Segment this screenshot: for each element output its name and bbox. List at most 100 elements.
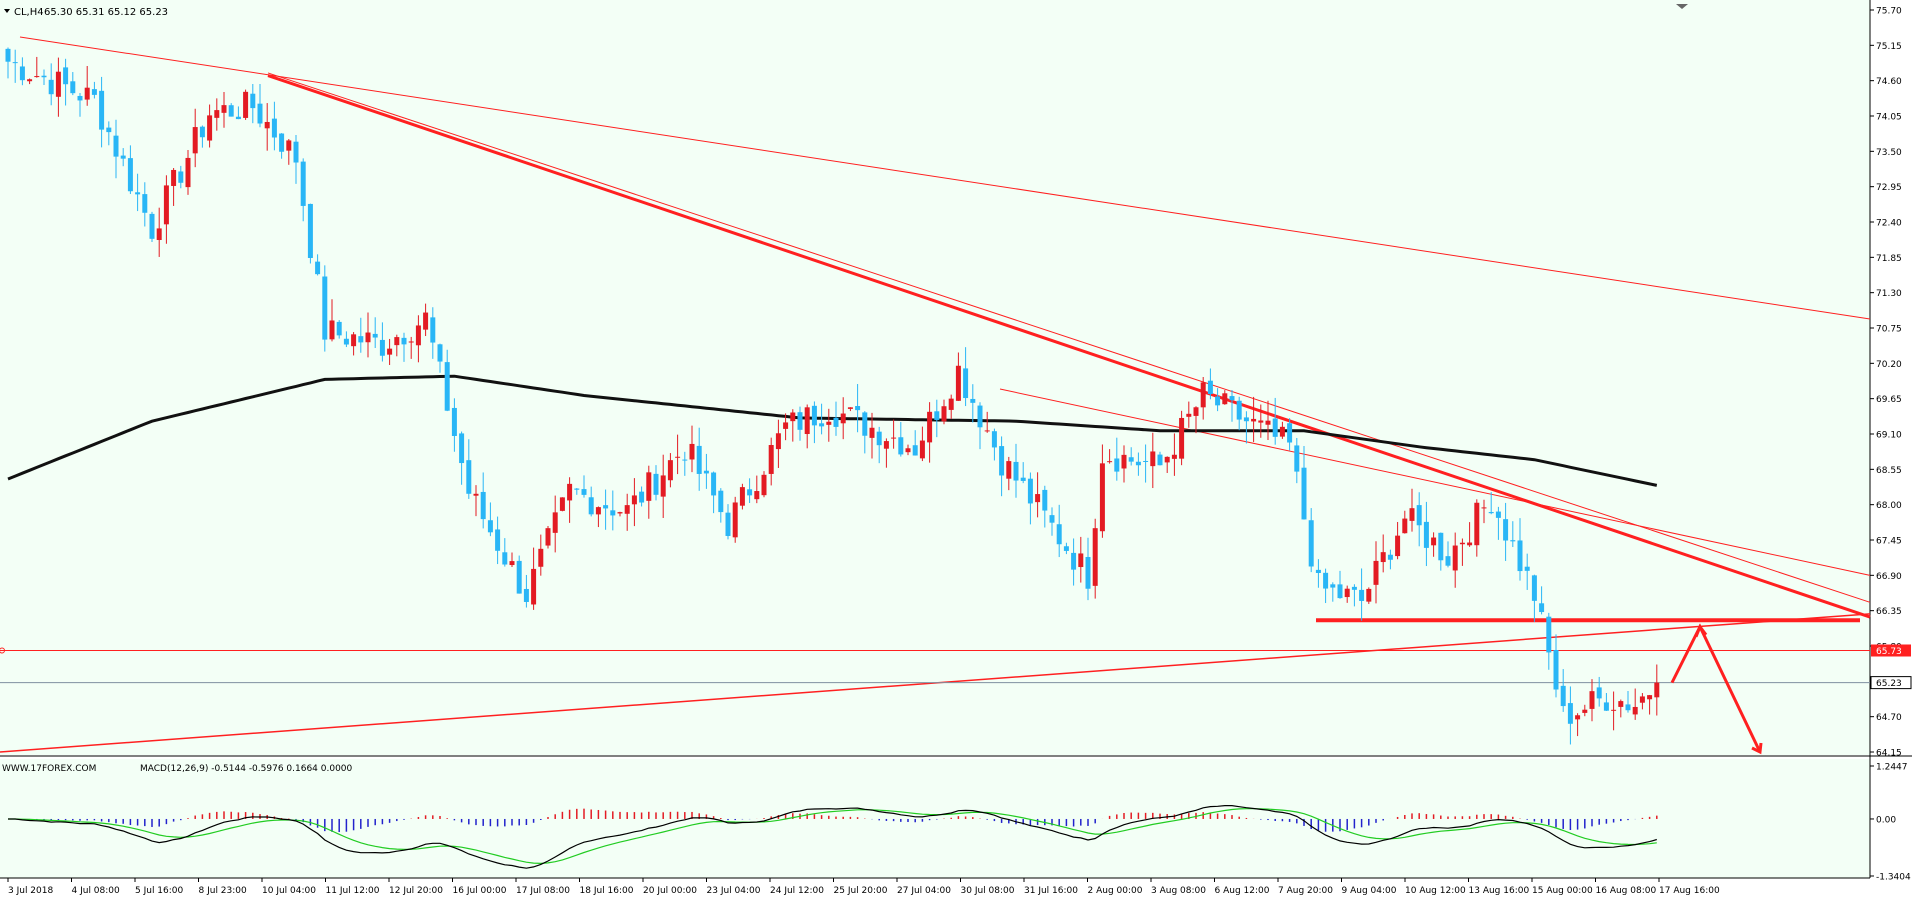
candle-body xyxy=(34,76,40,78)
candle-body xyxy=(1503,519,1509,541)
candle-body xyxy=(1517,540,1523,572)
candle-body xyxy=(70,81,76,94)
candle-body xyxy=(502,552,508,565)
candle-body xyxy=(401,337,407,345)
macd-signal-line xyxy=(8,808,1657,865)
candle-body xyxy=(1164,456,1170,463)
current-price-badge xyxy=(1870,676,1912,690)
price-panel xyxy=(0,0,1870,755)
candle-body xyxy=(509,561,515,566)
candle-body xyxy=(293,141,299,163)
candle-body xyxy=(855,405,861,411)
macd-header: MACD(12,26,9) -0.5144 -0.5976 0.1664 0.0… xyxy=(140,764,353,774)
y-tick-label: 72.40 xyxy=(1876,219,1902,229)
candle-body xyxy=(336,321,342,336)
symbol-label: CL,H4 xyxy=(14,7,44,18)
candle-body xyxy=(329,320,335,340)
candle-body xyxy=(711,472,717,496)
candle-body xyxy=(315,261,321,275)
y-tick-label: 73.50 xyxy=(1876,148,1902,158)
candle-body xyxy=(163,185,169,225)
ohlc-label: 65.30 65.31 65.12 65.23 xyxy=(44,7,168,18)
candle-body xyxy=(1596,687,1602,699)
candle-body xyxy=(228,105,234,117)
candle-body xyxy=(63,67,69,85)
candle-body xyxy=(185,157,191,188)
candle-body xyxy=(912,445,918,456)
candle-body xyxy=(1611,709,1617,711)
candle-body xyxy=(898,437,904,455)
candle-body xyxy=(1078,553,1084,568)
x-tick-label: 20 Jul 00:00 xyxy=(643,886,697,896)
candle-body xyxy=(646,472,652,501)
x-tick-label: 9 Aug 04:00 xyxy=(1342,886,1397,896)
candle-body xyxy=(653,473,659,495)
candle-body xyxy=(1265,420,1271,425)
candle-body xyxy=(1416,505,1422,526)
candle-body xyxy=(631,495,637,505)
candle-body xyxy=(531,568,537,605)
candle-body xyxy=(1035,494,1041,503)
candle-body xyxy=(1179,417,1185,459)
candle-body xyxy=(1445,556,1451,566)
x-tick-label: 25 Jul 20:00 xyxy=(834,886,888,896)
candle-body xyxy=(761,474,767,496)
candle-body xyxy=(135,192,141,195)
y-tick-label: 74.05 xyxy=(1876,113,1902,123)
candle-body xyxy=(365,332,371,343)
candle-body xyxy=(307,203,313,258)
x-tick-label: 11 Jul 12:00 xyxy=(326,886,380,896)
candle-body xyxy=(1395,535,1401,557)
candle-body xyxy=(286,140,292,151)
candle-body xyxy=(1279,426,1285,437)
scroll-marker-icon[interactable] xyxy=(1676,4,1688,9)
candle-body xyxy=(77,95,83,101)
candle-body xyxy=(1459,542,1465,545)
candle-body xyxy=(1135,461,1141,466)
candle-body xyxy=(1474,502,1480,546)
y-tick-label: 64.15 xyxy=(1876,749,1902,759)
candle-body xyxy=(91,89,97,95)
y-tick-label: 64.70 xyxy=(1876,713,1902,723)
candle-body xyxy=(120,155,126,159)
x-tick-label: 17 Aug 16:00 xyxy=(1659,886,1720,896)
candle-body xyxy=(1337,584,1343,599)
candle-body xyxy=(970,398,976,403)
candle-body xyxy=(1229,396,1235,401)
candle-body xyxy=(1344,588,1350,598)
candle-body xyxy=(574,488,580,490)
x-tick-label: 4 Jul 08:00 xyxy=(72,886,121,896)
candle-body xyxy=(214,110,220,118)
candle-body xyxy=(199,126,205,138)
menu-arrow-icon[interactable] xyxy=(4,9,10,13)
candle-body xyxy=(617,512,623,514)
x-tick-label: 23 Jul 04:00 xyxy=(707,886,761,896)
trendline xyxy=(267,74,1871,619)
candle-body xyxy=(5,48,11,62)
x-tick-label: 3 Aug 08:00 xyxy=(1151,886,1206,896)
candle-body xyxy=(1560,685,1566,707)
alert-level-marker xyxy=(0,647,5,654)
candle-body xyxy=(113,135,119,157)
candle-body xyxy=(192,127,198,154)
candle-body xyxy=(48,79,54,95)
candle-body xyxy=(811,405,817,426)
candle-body xyxy=(473,493,479,496)
candle-body xyxy=(552,512,558,533)
candle-body xyxy=(703,470,709,474)
trendline xyxy=(267,72,1871,603)
x-tick-label: 27 Jul 04:00 xyxy=(897,886,951,896)
y-tick-label: 72.95 xyxy=(1876,183,1902,193)
candle-body xyxy=(1308,520,1314,567)
candle-body xyxy=(675,456,681,458)
candle-body xyxy=(1071,552,1077,570)
candle-body xyxy=(451,407,457,436)
candle-body xyxy=(840,413,846,424)
candle-body xyxy=(235,116,241,120)
candle-body xyxy=(941,406,947,422)
candle-body xyxy=(1157,454,1163,466)
x-tick-label: 15 Aug 00:00 xyxy=(1532,886,1593,896)
candle-body xyxy=(1042,489,1048,511)
